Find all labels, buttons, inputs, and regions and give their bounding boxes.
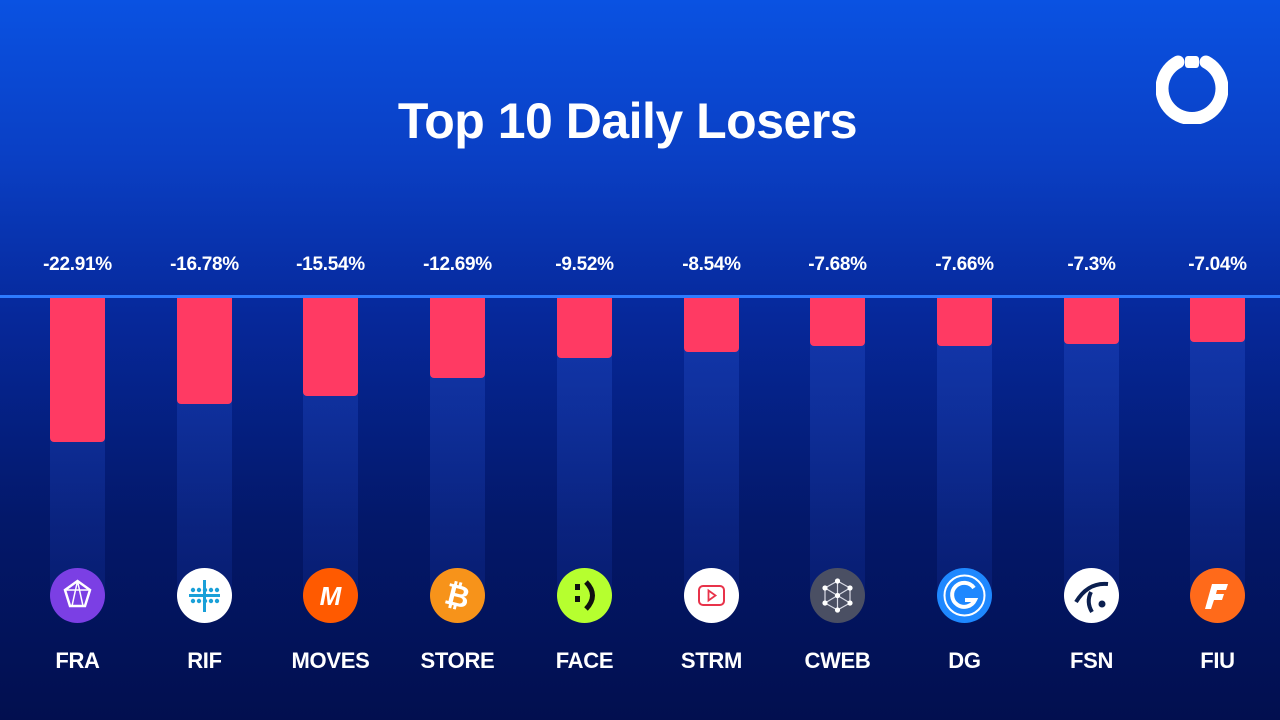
bar-track [810,298,865,596]
fra-gem-icon [50,568,105,623]
bar [684,298,739,352]
moves-m-icon: M [303,568,358,623]
brand-ring-logo [1156,55,1228,124]
ticker-label: FRA [55,648,100,673]
svg-text:M: M [320,581,343,611]
ticker-label: RIF [187,648,222,673]
bar-track [1064,298,1119,596]
ticker-label: MOVES [291,648,370,673]
bar [430,298,485,378]
ticker-label: CWEB [804,648,871,673]
bar [303,298,358,396]
value-label: -7.04% [1188,254,1247,275]
value-label: -7.66% [935,254,994,275]
ticker-label: FSN [1069,648,1114,673]
ticker-label: DG [948,648,981,673]
ticker-label: STORE [420,648,495,673]
fsn-swoosh-icon [1064,568,1119,623]
store-bitcoin-icon: ₿ [430,568,485,623]
strm-play-icon [684,568,739,623]
value-label: -22.91% [43,254,112,275]
value-label: -7.68% [808,254,867,275]
bar [1064,298,1119,344]
bar [557,298,612,358]
ticker-label: FACE [555,648,614,673]
ticker-label: FIU [1200,648,1235,673]
bar-track [1190,298,1245,596]
chart-baseline [0,295,1280,298]
fiu-f-icon [1190,568,1245,623]
rif-network-icon [177,568,232,623]
ticker-label: STRM [680,648,743,673]
value-label: -12.69% [423,254,492,275]
bar [50,298,105,442]
face-smiley-icon [557,568,612,623]
dg-circle-icon [937,568,992,623]
value-label: -7.3% [1067,254,1116,275]
bar-track [937,298,992,596]
bar [937,298,992,347]
value-label: -8.54% [682,254,741,275]
page-title: Top 10 Daily Losers [397,93,858,149]
value-label: -16.78% [170,254,239,275]
cweb-nodes-icon [810,568,865,623]
bar [1190,298,1245,343]
value-label: -9.52% [555,254,614,275]
bar [177,298,232,404]
bar [810,298,865,347]
value-label: -15.54% [296,254,365,275]
